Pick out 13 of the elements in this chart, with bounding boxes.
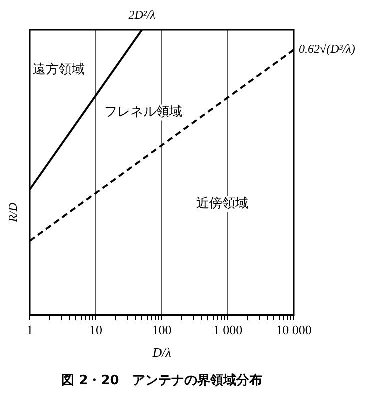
x-tick-label: 100 (152, 322, 172, 338)
annotation: 0.62√(D³/λ) (299, 42, 356, 56)
x-axis-title: D/λ (152, 345, 172, 360)
text: 図 2・20 アンテナの界領域分布 (62, 374, 262, 389)
annotation: 近傍領域 (196, 196, 249, 212)
annotation: 遠方領域 (33, 61, 86, 78)
y-axis-title: R/D (6, 202, 20, 224)
annotation: 2D²/λ (128, 8, 156, 22)
annotation: フレネル領域 (104, 105, 183, 120)
x-tick-label: 1 000 (213, 322, 243, 338)
x-tick-label: 1 (26, 322, 34, 338)
x-tick-label: 10 (90, 322, 102, 338)
x-tick-label: 10 000 (276, 322, 312, 338)
